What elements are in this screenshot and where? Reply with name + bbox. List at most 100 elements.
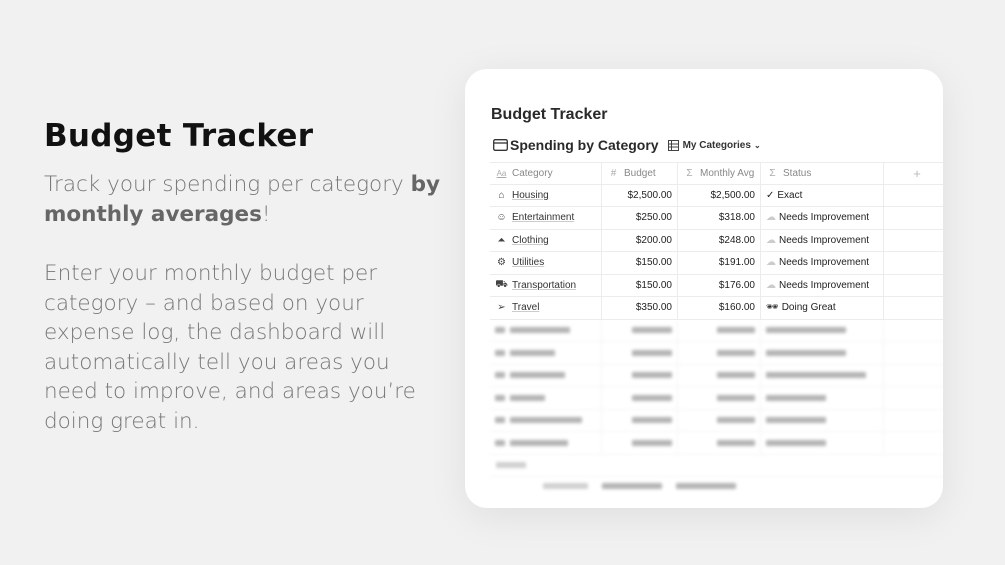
intro-title: Budget Tracker (44, 118, 314, 154)
monthly-avg-cell: $318.00 (678, 207, 761, 229)
monthly-avg-cell: $248.00 (678, 229, 761, 251)
category-cell[interactable]: ➢ Travel (490, 297, 602, 319)
tagline-text: Track your spending per category (44, 172, 411, 197)
column-header-category[interactable]: Aa Category (490, 163, 602, 184)
truck-icon: ⛟ (495, 278, 508, 290)
blurred-row (490, 432, 943, 455)
table-row[interactable]: ⌂ Housing $2,500.00 $2,500.00 ✓ Exact (490, 184, 943, 207)
budget-cell: $150.00 (602, 274, 678, 296)
category-name[interactable]: Transportation (512, 279, 577, 291)
category-name[interactable]: Utilities (512, 257, 545, 269)
status-label: Needs Improvement (779, 212, 870, 224)
empty-cell (884, 185, 943, 207)
empty-cell (884, 275, 943, 297)
table-row[interactable]: ☺ Entertainment $250.00 $318.00 ☁ Needs Im… (490, 207, 943, 230)
view-bar: Spending by Category My Categories ⌄ (493, 137, 761, 153)
tagline-end: ! (261, 201, 271, 227)
status-icon: ✓ (766, 189, 775, 201)
blurred-row (490, 342, 943, 365)
text-icon: Aa (496, 168, 507, 178)
blurred-row (490, 364, 943, 387)
status-icon: ☁ (766, 257, 776, 269)
table-icon (667, 139, 679, 151)
new-row-button[interactable] (490, 455, 943, 477)
gear-icon: ⚙ (497, 257, 506, 269)
intro-tagline: Track your spending per category by mont… (44, 170, 444, 229)
status-cell: 🕶 Doing Great (761, 297, 884, 319)
paper-plane-icon: ➢ (497, 302, 506, 314)
monthly-avg-cell: $191.00 (678, 252, 761, 274)
table-row[interactable]: ⏶ Clothing $200.00 $248.00 ☁ Needs Improve… (490, 229, 943, 252)
category-name[interactable]: Travel (512, 302, 540, 314)
budget-cell: $150.00 (602, 252, 678, 274)
budget-cell: $350.00 (602, 297, 678, 319)
column-label: Monthly Avg (700, 167, 755, 179)
tagline-bold: by monthly averages (44, 172, 441, 227)
hanger-icon: ⏶ (497, 234, 506, 246)
status-label: Needs Improvement (779, 279, 870, 291)
monthly-avg-cell: $160.00 (678, 297, 761, 319)
status-label: Needs Improvement (779, 234, 870, 246)
status-cell: ✓ Exact (761, 184, 884, 206)
empty-cell (884, 297, 943, 319)
blurred-row (490, 319, 943, 342)
column-header-budget[interactable]: # Budget (602, 163, 678, 184)
column-header-status[interactable]: Σ Status (761, 163, 884, 184)
category-name[interactable]: Entertainment (512, 212, 575, 224)
budget-cell: $250.00 (602, 207, 678, 229)
column-header-monthly-avg[interactable]: Σ Monthly Avg (678, 163, 761, 184)
column-label: Status (783, 167, 812, 179)
status-cell: ☁ Needs Improvement (761, 274, 884, 296)
empty-cell (884, 230, 943, 252)
blurred-rows (490, 319, 943, 455)
table-row[interactable]: ➢ Travel $350.00 $160.00 🕶 Doing Great (490, 297, 943, 320)
intro-description: Enter your monthly budget per category –… (44, 261, 416, 434)
column-label: Category (512, 167, 553, 179)
blurred-row (490, 409, 943, 432)
status-label: Exact (777, 189, 803, 201)
empty-cell (884, 252, 943, 274)
column-label: Budget (624, 167, 656, 179)
status-icon: ☁ (766, 279, 776, 291)
status-cell: ☁ Needs Improvement (761, 252, 884, 274)
budget-cell: $2,500.00 (602, 184, 678, 206)
add-column-button[interactable]: + (913, 165, 921, 181)
status-icon: ☁ (766, 212, 776, 224)
category-cell[interactable]: ⌂ Housing (490, 184, 602, 206)
category-cell[interactable]: ⏶ Clothing (490, 229, 602, 251)
blurred-row (490, 387, 943, 410)
category-table: Aa Category # Budget Σ Monthly Avg Σ Status … (490, 162, 943, 477)
category-cell[interactable]: ⚙ Utilities (490, 252, 602, 274)
table-header: Aa Category # Budget Σ Monthly Avg Σ Status … (490, 162, 943, 185)
card-view-icon (493, 139, 508, 151)
sigma-icon: Σ (769, 167, 776, 179)
intro: Budget Tracker Track your spending per c… (44, 118, 444, 436)
status-cell: ☁ Needs Improvement (761, 229, 884, 251)
budget-cell: $200.00 (602, 229, 678, 251)
category-cell[interactable]: ☺ Entertainment (490, 207, 602, 229)
page-title: Budget Tracker (491, 106, 608, 123)
status-icon: 🕶 (766, 302, 779, 314)
category-name[interactable]: Housing (512, 189, 549, 201)
monthly-avg-cell: $176.00 (678, 274, 761, 296)
status-cell: ☁ Needs Improvement (761, 207, 884, 229)
sigma-icon: Σ (686, 167, 693, 179)
budget-tracker-card: Budget Tracker Spending by Category My C… (465, 69, 943, 508)
table-row[interactable]: ⚙ Utilities $150.00 $191.00 ☁ Needs Improv… (490, 252, 943, 275)
empty-cell (884, 207, 943, 229)
status-icon: ☁ (766, 234, 776, 246)
status-label: Needs Improvement (779, 257, 870, 269)
table-row[interactable]: ⛟ Transportation $150.00 $176.00 ☁ Needs I… (490, 274, 943, 297)
view-selector-label: My Categories (682, 139, 751, 151)
category-cell[interactable]: ⛟ Transportation (490, 274, 602, 296)
house-icon: ⌂ (498, 189, 505, 201)
view-title: Spending by Category (510, 137, 659, 153)
table-footer (543, 483, 736, 489)
category-name[interactable]: Clothing (512, 234, 549, 246)
hash-icon: # (610, 167, 617, 179)
smiley-icon: ☺ (496, 212, 507, 224)
monthly-avg-cell: $2,500.00 (678, 184, 761, 206)
status-label: Doing Great (781, 302, 836, 314)
view-selector[interactable]: My Categories ⌄ (667, 139, 761, 151)
chevron-down-icon: ⌄ (753, 140, 761, 150)
